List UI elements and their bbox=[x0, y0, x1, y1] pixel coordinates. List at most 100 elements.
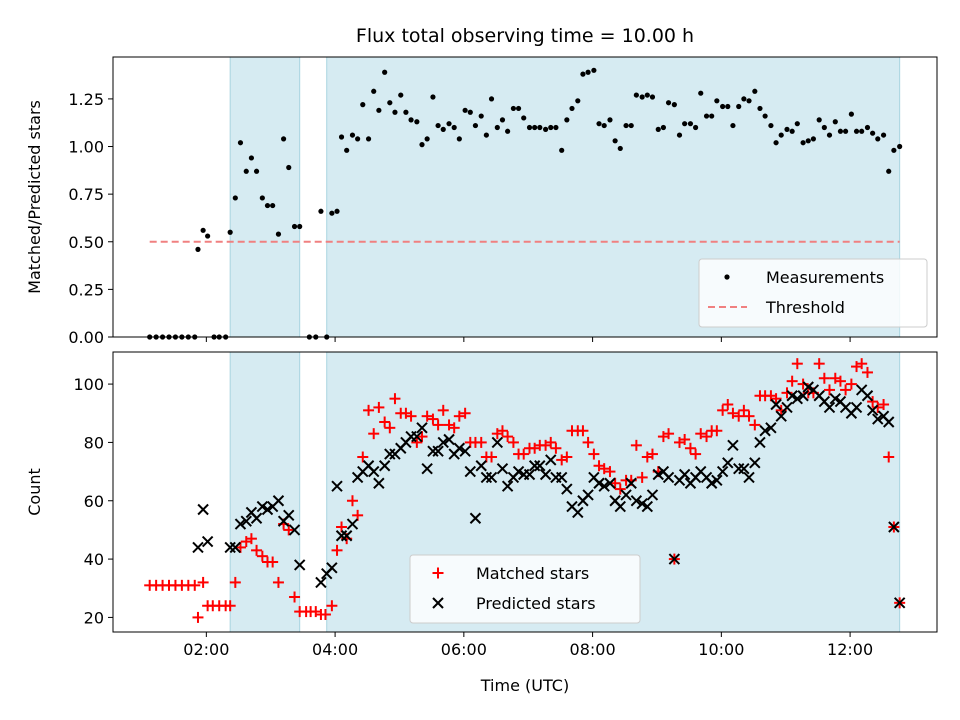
bottom-series-1-point-14 bbox=[283, 509, 295, 522]
bottom-series-0-point-118 bbox=[781, 387, 793, 399]
top-series-0-point-54 bbox=[446, 121, 452, 127]
bottom-series-0-point-67 bbox=[507, 436, 519, 448]
bottom-series-0-point-101 bbox=[690, 448, 702, 460]
bottom-series-0-point-132 bbox=[856, 358, 868, 370]
legend-matched-marker bbox=[432, 567, 444, 579]
bottom-series-1-point-101 bbox=[765, 422, 777, 434]
bottom-series-1-point-119 bbox=[861, 390, 874, 402]
top-series-0-point-36 bbox=[349, 132, 356, 138]
top-series-0-point-62 bbox=[488, 96, 495, 102]
bottom-series-0-point-25 bbox=[283, 524, 295, 536]
bottom-series-0-point-103 bbox=[701, 431, 713, 443]
bottom-series-1-point-8 bbox=[250, 512, 263, 524]
bottom-series-1-point-3 bbox=[224, 541, 236, 554]
top-series-0-point-59 bbox=[472, 122, 479, 129]
bottom-series-1-point-44 bbox=[459, 445, 471, 457]
top-series-0-point-40 bbox=[371, 88, 377, 94]
bottom-series-0-point-14 bbox=[224, 600, 236, 612]
top-series-0-point-125 bbox=[826, 132, 833, 138]
bottom-series-0-point-20 bbox=[256, 550, 268, 562]
bottom-series-1-point-45 bbox=[464, 465, 476, 478]
bottom-series-0-point-126 bbox=[823, 384, 835, 396]
bottom-series-0-point-85 bbox=[604, 466, 616, 478]
top-series-0-point-127 bbox=[837, 128, 844, 134]
top-series-0-point-9 bbox=[200, 227, 206, 233]
top-series-0-point-37 bbox=[355, 136, 361, 142]
top-panel: 0.00 0.25 0.50 0.75 1.00 1.25 Matched/Predict… bbox=[25, 56, 938, 347]
bottom-series-0-point-41 bbox=[368, 428, 380, 440]
bottom-series-0-point-105 bbox=[711, 425, 723, 437]
top-series-0-point-82 bbox=[596, 121, 602, 127]
bottom-series-0-point-108 bbox=[727, 407, 739, 419]
bottom-series-0-point-134 bbox=[867, 396, 879, 408]
bottom-series-0-point-109 bbox=[733, 410, 745, 422]
top-series-0-point-42 bbox=[382, 69, 388, 75]
legend-matched-label: Matched stars bbox=[476, 564, 589, 583]
top-series-0-point-60 bbox=[478, 113, 484, 119]
top-series-0-point-10 bbox=[205, 233, 211, 239]
bottom-series-1-point-50 bbox=[491, 436, 504, 449]
bottom-series-0-point-130 bbox=[845, 378, 857, 390]
bottom-series-1-point-85 bbox=[678, 468, 691, 481]
bottom-series-1-point-63 bbox=[561, 483, 573, 495]
bottom-series-1-point-37 bbox=[421, 462, 433, 475]
top-series-0-point-123 bbox=[816, 117, 822, 123]
bottom-series-0-point-84 bbox=[598, 463, 610, 475]
top-series-0-point-122 bbox=[810, 136, 817, 142]
bottom-series-0-point-91 bbox=[636, 471, 648, 483]
bottom-series-0-point-100 bbox=[684, 442, 696, 454]
bottom-series-0-point-99 bbox=[679, 434, 691, 445]
top-series-0-point-32 bbox=[329, 210, 335, 216]
bottom-series-1-point-92 bbox=[716, 465, 729, 478]
top-ytick-label-3: 0.75 bbox=[68, 185, 104, 204]
bottom-series-1-point-49 bbox=[485, 471, 498, 484]
chart-title: Flux total observing time = 10.00 h bbox=[356, 25, 694, 47]
bottom-series-0-point-75 bbox=[550, 442, 562, 454]
bottom-series-1-point-71 bbox=[604, 477, 616, 489]
bottom-series-0-point-52 bbox=[427, 413, 439, 425]
top-series-0-point-45 bbox=[398, 92, 404, 98]
top-series-0-point-53 bbox=[440, 126, 446, 132]
bottom-series-0-point-49 bbox=[411, 436, 423, 448]
top-series-0-point-55 bbox=[451, 124, 457, 131]
bottom-series-1-point-93 bbox=[722, 457, 734, 469]
bottom-series-0-point-65 bbox=[496, 425, 508, 437]
top-series-0-point-94 bbox=[660, 124, 667, 131]
bottom-series-1-point-125 bbox=[893, 597, 906, 609]
top-series-0-point-75 bbox=[559, 147, 565, 153]
top-series-0-point-105 bbox=[720, 103, 726, 110]
bottom-series-1-point-62 bbox=[555, 471, 568, 484]
top-series-0-point-97 bbox=[676, 132, 683, 138]
bottom-xtick-label-4: 10:00 bbox=[698, 640, 744, 659]
top-series-0-point-58 bbox=[467, 109, 473, 115]
top-series-0-point-108 bbox=[736, 103, 742, 110]
top-shaded-interval-0 bbox=[229, 56, 301, 338]
top-series-0-point-23 bbox=[275, 231, 282, 237]
bottom-series-0-point-69 bbox=[518, 448, 530, 460]
top-series-0-point-99 bbox=[687, 121, 694, 127]
bottom-series-1-point-20 bbox=[331, 480, 343, 492]
bottom-series-1-point-43 bbox=[453, 442, 466, 454]
bottom-series-1-point-5 bbox=[234, 518, 247, 530]
top-series-0-point-66 bbox=[510, 105, 517, 112]
top-series-0-point-98 bbox=[682, 121, 688, 127]
bottom-series-0-point-63 bbox=[486, 451, 498, 463]
bottom-series-1-point-48 bbox=[480, 471, 493, 484]
top-series-0-point-80 bbox=[585, 69, 591, 75]
top-series-0-point-84 bbox=[607, 117, 613, 123]
bottom-series-0-point-53 bbox=[432, 419, 444, 431]
bottom-series-1-point-112 bbox=[823, 401, 836, 414]
bottom-series-0-point-93 bbox=[646, 448, 658, 460]
bottom-series-1-point-73 bbox=[614, 500, 626, 513]
top-series-0-point-76 bbox=[564, 117, 570, 123]
bottom-xtick-label-3: 08:00 bbox=[570, 640, 616, 659]
bottom-shaded-interval-0 bbox=[229, 351, 301, 633]
top-series-0-point-21 bbox=[264, 202, 271, 209]
top-series-0-point-102 bbox=[703, 113, 710, 119]
top-series-0-point-44 bbox=[392, 109, 398, 115]
top-series-0-point-137 bbox=[891, 147, 897, 153]
top-series-0-point-88 bbox=[628, 122, 634, 129]
bottom-series-1-point-36 bbox=[416, 422, 428, 434]
top-series-0-point-129 bbox=[848, 111, 854, 117]
